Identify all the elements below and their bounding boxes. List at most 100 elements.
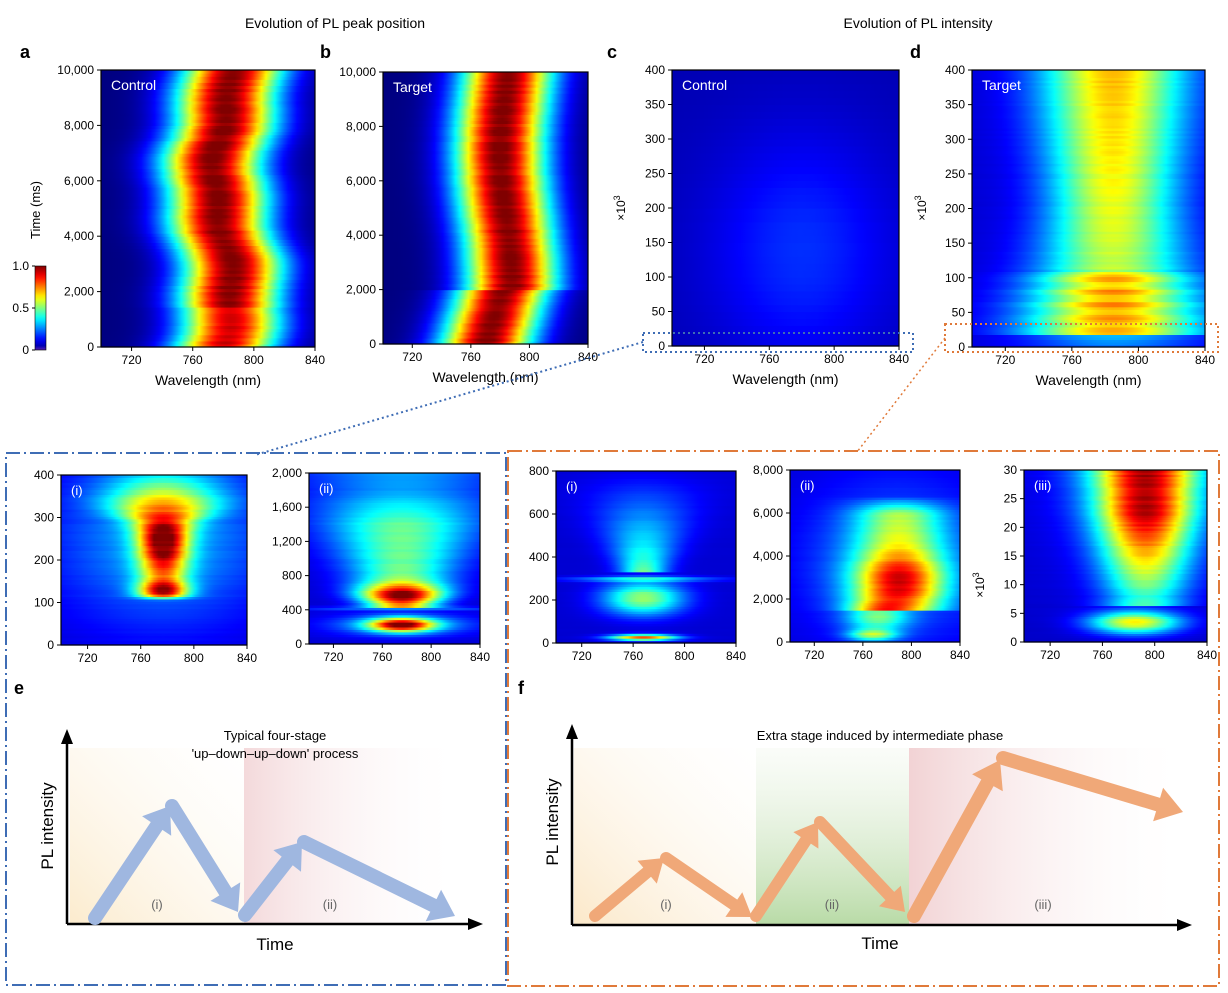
heatmap-row (309, 548, 480, 552)
stage-label-e-ii: (ii) (323, 897, 337, 912)
heatmap-row (556, 640, 736, 644)
x-tick-label: 840 (950, 648, 970, 662)
heatmap-row (383, 271, 588, 276)
arrow-e-down-2-shaft (297, 835, 441, 913)
heatmap-row (672, 90, 899, 99)
heatmap-row (972, 97, 1205, 101)
heatmap-row (672, 277, 899, 285)
heatmap-row (101, 73, 315, 77)
heatmap-row (972, 72, 1205, 76)
heatmap-row (61, 555, 247, 559)
heatmap-row (972, 168, 1205, 172)
heatmap-row (790, 494, 960, 498)
heatmap-row (790, 497, 960, 501)
heatmap-row (383, 186, 588, 191)
heatmap-row (1024, 558, 1207, 561)
heatmap-row (61, 535, 247, 539)
y-tick-label: 400 (529, 550, 549, 564)
y-tick-label: 150 (945, 236, 965, 250)
heatmap-row (672, 263, 899, 271)
heatmap-row (556, 554, 736, 558)
heatmap-row (972, 211, 1205, 215)
x-tick-label: 760 (372, 650, 392, 664)
heatmap-row (1024, 510, 1207, 514)
y-axis-label-time: Time (ms) (28, 181, 43, 239)
frame-control (5, 452, 507, 986)
heatmap-row (61, 581, 247, 585)
heatmap-row (101, 270, 315, 274)
y-tick-label: 250 (645, 167, 665, 181)
heatmap-row (101, 171, 315, 176)
heatmap-row (1024, 626, 1207, 630)
heatmap-row (1024, 611, 1207, 615)
heatmap-row (309, 600, 480, 604)
heatmap-row (672, 111, 899, 119)
heatmap-row (61, 530, 247, 534)
schematic-f-arrows (589, 751, 1183, 923)
heatmap-row (556, 478, 736, 482)
y-tick-label: 2,000 (753, 592, 783, 606)
y-tick-label: 10 (1004, 578, 1018, 592)
heatmap-row (101, 306, 315, 311)
heatmap-row (556, 542, 736, 546)
heatmap-row (61, 603, 247, 607)
heatmap-row (383, 156, 588, 161)
heatmap-row (61, 516, 247, 520)
heatmap-row (972, 213, 1205, 217)
heatmap-row (383, 277, 588, 282)
y-tick-label: 0 (958, 340, 965, 354)
heatmap-row (972, 321, 1205, 325)
heatmap-row (972, 216, 1205, 220)
heatmap-row (556, 544, 736, 548)
heatmap-row (672, 270, 899, 278)
zoom-connector-control (254, 341, 644, 456)
heatmap-row (790, 573, 960, 577)
heatmap-row (972, 261, 1205, 265)
heatmap-row (1024, 566, 1207, 570)
heatmap-row (672, 318, 899, 326)
panel-inner-label: Target (393, 79, 432, 95)
heatmap-row (101, 285, 315, 290)
panel-inner-label: (ii) (800, 478, 814, 493)
heatmap-row (309, 536, 480, 540)
heatmap-row (556, 571, 736, 575)
heatmap-row (101, 211, 315, 216)
heatmap-row (672, 166, 899, 175)
heatmap-row (790, 605, 960, 609)
heatmap-row (972, 221, 1205, 225)
heatmap-row (383, 313, 588, 318)
heatmap-row (101, 214, 315, 219)
x-tick-label: 720 (402, 350, 422, 364)
heatmap-row (101, 196, 315, 200)
heatmap-row (972, 241, 1205, 245)
heatmap-row (101, 337, 315, 342)
heatmap-row (1024, 586, 1207, 589)
heatmap-row (383, 331, 588, 336)
heatmap-row (383, 217, 588, 221)
heatmap-row (1024, 603, 1207, 607)
heatmap-row (972, 143, 1205, 147)
heatmap-row (972, 299, 1205, 303)
heatmap-row (383, 238, 588, 242)
heatmap-row (1024, 588, 1207, 591)
heatmap-row (556, 564, 736, 568)
heatmap-row (383, 138, 588, 143)
heatmap-row (556, 620, 736, 624)
heatmap-row (556, 628, 736, 632)
heatmap-row (556, 586, 736, 590)
heatmap-row (972, 85, 1205, 89)
y-tick-label: 0 (295, 637, 302, 651)
heatmap-row (972, 107, 1205, 111)
heatmap-row (101, 322, 315, 327)
heatmap-row (1024, 506, 1207, 510)
heatmap-row (790, 629, 960, 633)
heatmap-row (972, 273, 1205, 278)
heatmap-row (972, 203, 1205, 207)
heatmap-row (672, 118, 899, 126)
panel-inner-label: Control (682, 77, 727, 93)
heatmap-row (556, 515, 736, 519)
heatmap-row (101, 79, 315, 83)
heatmap-row (556, 618, 736, 622)
heatmap-row (1024, 534, 1207, 538)
heatmap-row (972, 153, 1205, 157)
